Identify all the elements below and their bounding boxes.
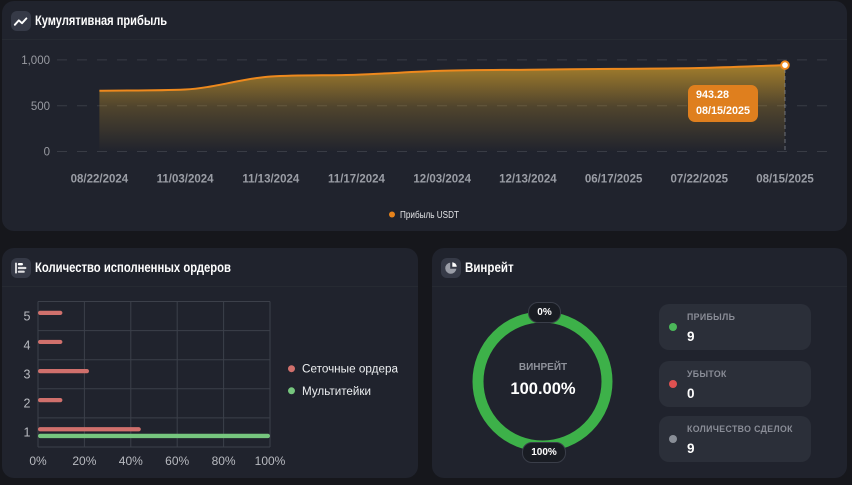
svg-text:12/13/2024: 12/13/2024 <box>499 174 557 186</box>
svg-text:0: 0 <box>44 147 50 159</box>
svg-text:07/22/2025: 07/22/2025 <box>671 174 729 186</box>
svg-text:1: 1 <box>24 426 31 440</box>
svg-text:0%: 0% <box>29 454 47 468</box>
svg-text:11/17/2024: 11/17/2024 <box>328 174 386 186</box>
svg-text:80%: 80% <box>212 454 236 468</box>
svg-text:4: 4 <box>24 338 31 352</box>
svg-text:06/17/2025: 06/17/2025 <box>585 174 643 186</box>
svg-text:11/03/2024: 11/03/2024 <box>157 174 215 186</box>
svg-text:08/22/2024: 08/22/2024 <box>71 174 129 186</box>
svg-text:Прибыль USDT: Прибыль USDT <box>400 209 459 221</box>
svg-text:500: 500 <box>31 101 50 113</box>
svg-text:5: 5 <box>24 309 31 323</box>
svg-text:100%: 100% <box>255 454 286 468</box>
svg-text:3: 3 <box>24 368 31 382</box>
svg-text:11/13/2024: 11/13/2024 <box>242 174 300 186</box>
svg-text:20%: 20% <box>72 454 96 468</box>
svg-text:Сеточные ордера: Сеточные ордера <box>302 364 399 376</box>
svg-text:12/03/2024: 12/03/2024 <box>413 174 471 186</box>
svg-text:40%: 40% <box>119 454 143 468</box>
svg-text:1,000: 1,000 <box>21 55 50 67</box>
svg-text:Мультитейки: Мультитейки <box>302 386 371 398</box>
svg-text:08/15/2025: 08/15/2025 <box>756 174 814 186</box>
svg-text:2: 2 <box>24 397 31 411</box>
svg-text:60%: 60% <box>165 454 189 468</box>
